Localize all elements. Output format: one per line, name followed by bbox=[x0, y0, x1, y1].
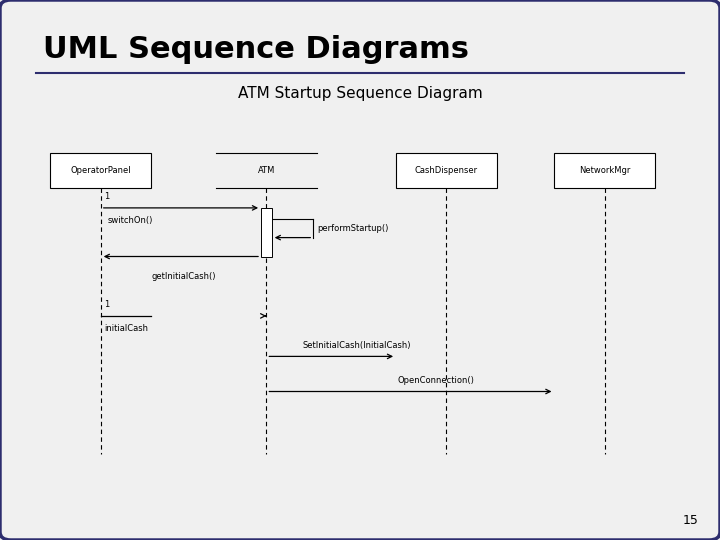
Text: initialCash: initialCash bbox=[104, 324, 148, 333]
FancyBboxPatch shape bbox=[554, 152, 655, 187]
Text: NetworkMgr: NetworkMgr bbox=[579, 166, 631, 174]
Bar bbox=[261, 208, 272, 256]
Text: getInitialCash(): getInitialCash() bbox=[151, 272, 216, 281]
Text: SetInitialCash(InitialCash): SetInitialCash(InitialCash) bbox=[302, 341, 410, 350]
Text: performStartup(): performStartup() bbox=[317, 224, 388, 233]
Text: 1: 1 bbox=[104, 192, 109, 201]
Text: switchOn(): switchOn() bbox=[108, 216, 153, 225]
Text: ATM: ATM bbox=[258, 166, 275, 174]
FancyBboxPatch shape bbox=[396, 152, 497, 187]
Text: CashDispenser: CashDispenser bbox=[415, 166, 478, 174]
Text: UML Sequence Diagrams: UML Sequence Diagrams bbox=[43, 35, 469, 64]
Text: 15: 15 bbox=[683, 514, 698, 526]
Text: ATM Startup Sequence Diagram: ATM Startup Sequence Diagram bbox=[238, 86, 482, 102]
Text: 1: 1 bbox=[104, 300, 109, 309]
Text: OpenConnection(): OpenConnection() bbox=[397, 376, 474, 385]
Text: OperatorPanel: OperatorPanel bbox=[71, 166, 131, 174]
FancyBboxPatch shape bbox=[50, 152, 151, 187]
